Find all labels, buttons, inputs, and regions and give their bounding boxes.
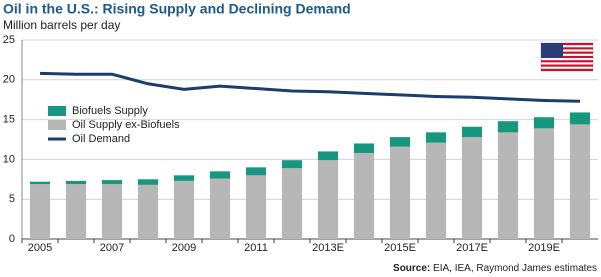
x-tick-label: 2017E	[456, 242, 488, 254]
bar	[245, 175, 267, 239]
x-tick-label: 2015E	[384, 242, 416, 254]
bar	[65, 184, 87, 239]
x-tick-label: 2009	[172, 242, 196, 254]
y-tick-label: 25	[3, 34, 15, 46]
bar	[209, 171, 231, 179]
bar	[317, 151, 339, 161]
y-tick-label: 10	[3, 153, 15, 165]
y-tick-label: 20	[3, 74, 15, 86]
bar	[353, 153, 375, 239]
source-label: Source:	[393, 263, 430, 274]
bar	[101, 184, 123, 239]
bar	[29, 184, 51, 239]
bar	[317, 160, 339, 239]
line	[39, 71, 581, 103]
bar	[461, 126, 483, 138]
bar	[173, 180, 195, 239]
us-flag	[540, 42, 594, 72]
bar	[65, 180, 87, 185]
y-tick-label: 15	[3, 114, 15, 126]
source: Source: EIA, IEA, Raymond James estimate…	[393, 263, 597, 274]
bar	[425, 132, 447, 143]
bar	[497, 132, 519, 239]
y-tick-label: 0	[9, 233, 15, 245]
bar	[533, 128, 555, 239]
x-tick-label: 2011	[244, 242, 268, 254]
bar	[425, 142, 447, 239]
legend-swatch	[48, 106, 66, 116]
bar	[389, 146, 411, 239]
x-tick-label: 2019E	[528, 242, 560, 254]
bar	[281, 160, 303, 169]
legend-swatch	[48, 120, 66, 130]
bar	[497, 121, 519, 133]
bar	[533, 117, 555, 129]
bar	[245, 167, 267, 176]
bar	[353, 143, 375, 154]
bar	[569, 112, 591, 125]
legend-label: Oil Supply ex-Biofuels	[72, 119, 180, 131]
x-tick-label: 2005	[28, 242, 52, 254]
bar	[101, 180, 123, 185]
bar	[389, 137, 411, 147]
bar	[29, 181, 51, 185]
bar	[569, 124, 591, 239]
y-tick-label: 5	[9, 193, 15, 205]
bar	[281, 168, 303, 239]
bar	[173, 175, 195, 181]
x-tick-label: 2007	[100, 242, 124, 254]
bar	[209, 178, 231, 239]
bar	[137, 179, 159, 185]
bar	[137, 184, 159, 239]
chart-title: Oil in the U.S.: Rising Supply and Decli…	[3, 1, 351, 17]
source-text: EIA, IEA, Raymond James estimates	[433, 263, 597, 274]
legend-label: Oil Demand	[72, 133, 130, 145]
bar	[461, 137, 483, 239]
chart-subtitle: Million barrels per day	[3, 18, 120, 32]
x-tick-label: 2013E	[312, 242, 344, 254]
legend-label: Biofuels Supply	[72, 105, 148, 117]
